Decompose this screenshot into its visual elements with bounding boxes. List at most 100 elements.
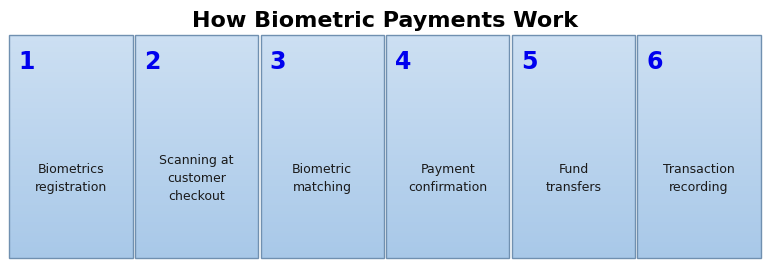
Bar: [9, 35, 132, 38]
Bar: [386, 163, 510, 166]
Bar: [9, 135, 132, 138]
Bar: [638, 46, 761, 49]
Bar: [638, 144, 761, 147]
Bar: [135, 236, 258, 239]
Bar: [260, 163, 383, 166]
Bar: [512, 110, 635, 113]
Bar: [260, 225, 383, 228]
Bar: [260, 135, 383, 138]
Bar: [638, 69, 761, 72]
Bar: [135, 188, 258, 191]
Bar: [386, 202, 510, 205]
Bar: [260, 113, 383, 116]
Bar: [512, 230, 635, 233]
Bar: [512, 160, 635, 164]
Bar: [638, 242, 761, 245]
Bar: [386, 214, 510, 217]
Bar: [135, 169, 258, 172]
Bar: [386, 180, 510, 183]
Bar: [9, 57, 132, 60]
Bar: [135, 55, 258, 58]
Bar: [135, 144, 258, 147]
Bar: [512, 252, 635, 256]
Bar: [135, 52, 258, 55]
Bar: [386, 74, 510, 77]
Bar: [386, 122, 510, 125]
Bar: [260, 236, 383, 239]
Bar: [9, 149, 132, 152]
Bar: [386, 177, 510, 180]
Bar: [260, 191, 383, 194]
Bar: [9, 233, 132, 236]
Bar: [9, 186, 132, 189]
Bar: [260, 108, 383, 111]
Bar: [135, 80, 258, 83]
Bar: [9, 205, 132, 208]
Bar: [9, 113, 132, 116]
Bar: [386, 135, 510, 138]
Bar: [638, 74, 761, 77]
Bar: [9, 163, 132, 166]
Bar: [512, 105, 635, 108]
Bar: [260, 186, 383, 189]
Bar: [638, 149, 761, 152]
Bar: [135, 233, 258, 236]
Bar: [9, 52, 132, 55]
Bar: [9, 74, 132, 77]
Bar: [386, 216, 510, 219]
Bar: [386, 55, 510, 58]
Bar: [135, 133, 258, 136]
Bar: [386, 44, 510, 47]
Bar: [9, 180, 132, 183]
Bar: [386, 166, 510, 169]
Bar: [638, 77, 761, 80]
Bar: [386, 52, 510, 55]
Bar: [638, 147, 761, 150]
Bar: [638, 194, 761, 197]
Bar: [260, 169, 383, 172]
Bar: [512, 244, 635, 247]
Bar: [512, 147, 635, 150]
Bar: [386, 80, 510, 83]
Bar: [135, 186, 258, 189]
Bar: [260, 250, 383, 253]
Text: Scanning at
customer
checkout: Scanning at customer checkout: [159, 154, 234, 203]
Bar: [386, 255, 510, 258]
Bar: [135, 135, 258, 138]
Bar: [638, 255, 761, 258]
Bar: [260, 222, 383, 225]
Bar: [638, 202, 761, 205]
Bar: [135, 247, 258, 250]
Bar: [638, 80, 761, 83]
Bar: [512, 144, 635, 147]
Bar: [386, 124, 510, 127]
Bar: [386, 41, 510, 44]
Bar: [638, 172, 761, 175]
Bar: [512, 71, 635, 75]
Bar: [386, 35, 510, 38]
Bar: [9, 71, 132, 75]
Bar: [9, 69, 132, 72]
Bar: [386, 77, 510, 80]
Bar: [9, 105, 132, 108]
Bar: [386, 108, 510, 111]
Bar: [135, 69, 258, 72]
Bar: [512, 122, 635, 125]
Bar: [260, 194, 383, 197]
Bar: [512, 66, 635, 69]
Bar: [386, 244, 510, 247]
Bar: [512, 188, 635, 191]
Bar: [9, 188, 132, 191]
Bar: [135, 227, 258, 231]
Bar: [9, 82, 132, 85]
Bar: [135, 155, 258, 158]
Bar: [135, 208, 258, 211]
Bar: [386, 147, 510, 150]
Bar: [135, 91, 258, 94]
Bar: [135, 214, 258, 217]
Text: Fund
transfers: Fund transfers: [545, 163, 601, 194]
Bar: [638, 82, 761, 85]
Bar: [638, 124, 761, 127]
Bar: [512, 41, 635, 44]
Bar: [638, 119, 761, 122]
